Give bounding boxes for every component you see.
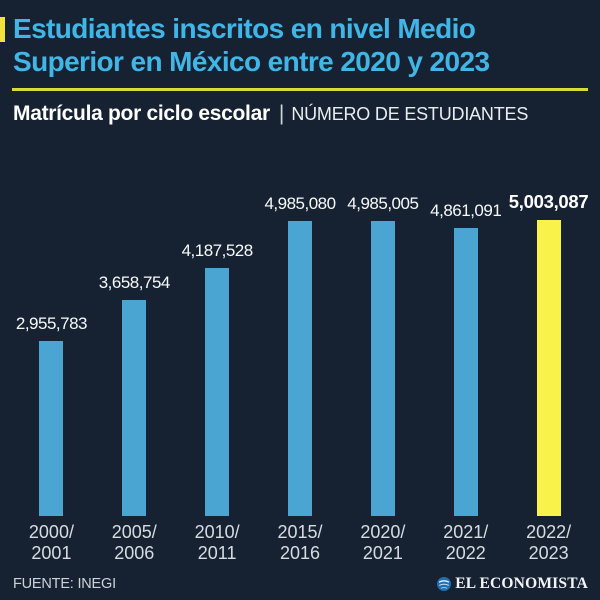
value-label: 5,003,087	[508, 191, 589, 212]
bar-column: 4,861,091	[424, 150, 507, 516]
bar-column: 4,985,005	[341, 150, 424, 516]
bar	[205, 268, 230, 516]
el-economista-globe-icon	[437, 577, 452, 591]
bar-column: 2,955,783	[10, 150, 93, 516]
header-accent-bar	[0, 17, 5, 42]
bar-chart: 2,955,783 3,658,754 4,187,528 4,985,080 4,98…	[10, 150, 590, 516]
brand-logo: EL ECONOMISTA	[437, 575, 588, 593]
title-divider	[12, 88, 588, 91]
page-title: Estudiantes inscritos en nivel Medio Sup…	[13, 13, 490, 77]
subtitle-bold: Matrícula por ciclo escolar	[13, 102, 270, 125]
chart-subtitle: Matrícula por ciclo escolar | NÚMERO DE ES…	[13, 102, 589, 126]
subtitle-units: NÚMERO DE ESTUDIANTES	[291, 104, 529, 124]
bar	[39, 341, 64, 516]
x-axis-label: 2010/ 2011	[194, 522, 240, 563]
brand-name: EL ECONOMISTA	[455, 575, 588, 592]
bar	[288, 221, 312, 516]
value-label: 4,985,005	[347, 194, 419, 213]
subtitle-separator: |	[278, 102, 285, 125]
bar-column: 5,003,087	[507, 150, 590, 516]
bar-column: 4,985,080	[259, 150, 342, 516]
bar	[453, 228, 478, 516]
x-axis: 2000/ 2001 2005/ 2006 2010/ 2011 2015/ 2016…	[10, 522, 590, 564]
x-axis-label: 2000/ 2001	[28, 522, 74, 563]
value-label: 4,985,080	[264, 194, 336, 213]
value-label: 2,955,783	[15, 314, 88, 333]
bar-highlighted	[536, 220, 561, 516]
value-label: 3,658,754	[98, 273, 171, 292]
source-label: FUENTE: INEGI	[13, 576, 116, 592]
value-label: 4,187,528	[181, 241, 254, 260]
bar	[122, 300, 147, 516]
bar	[370, 221, 395, 516]
bar-column: 4,187,528	[176, 150, 259, 516]
x-axis-label: 2005/ 2006	[111, 522, 157, 563]
x-axis-label: 2020/ 2021	[360, 522, 406, 563]
x-axis-label: 2015/ 2016	[277, 522, 323, 563]
bar-column: 3,658,754	[93, 150, 176, 516]
x-axis-label: 2022/ 2023	[526, 522, 572, 563]
value-label: 4,861,091	[430, 201, 502, 220]
x-axis-label: 2021/ 2022	[443, 522, 489, 563]
